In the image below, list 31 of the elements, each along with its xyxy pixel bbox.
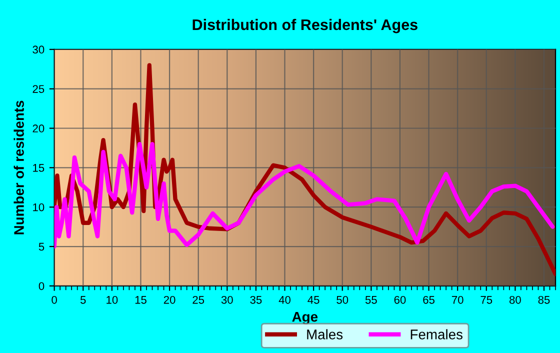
x-tick-label: 50 [336, 296, 348, 304]
x-tick-label: 30 [221, 296, 233, 304]
x-tick-label: 65 [423, 296, 434, 304]
x-tick-label: 15 [135, 296, 146, 304]
y-tick-label: 10 [33, 203, 44, 212]
x-axis-title: Age [292, 312, 318, 325]
x-tick-label: 75 [480, 296, 492, 304]
x-tick-label: 25 [192, 296, 204, 304]
y-tick-label: 20 [32, 124, 44, 132]
x-tick-label: 60 [394, 296, 406, 304]
x-tick-label: 0 [52, 296, 57, 304]
x-tick-label: 70 [452, 296, 464, 304]
line-series [54, 142, 555, 249]
chart-title: Distribution of Residents' Ages [192, 18, 418, 34]
x-tick-label: 5 [80, 296, 86, 304]
y-tick-label: 30 [32, 46, 44, 54]
y-tick-label: 5 [38, 242, 44, 251]
legend-label: Males [307, 329, 343, 340]
y-tick-label: 15 [33, 164, 44, 172]
x-tick-label: 20 [164, 296, 176, 304]
x-tick-label: 45 [308, 296, 320, 304]
x-tick-label: 55 [365, 296, 377, 304]
y-axis-title: Number of residents [14, 100, 24, 234]
y-tick-label: 0 [38, 282, 44, 290]
y-tick-label: 25 [32, 85, 44, 93]
x-tick-label: 85 [538, 296, 550, 304]
x-tick-label: 80 [509, 296, 521, 304]
x-tick-label: 10 [106, 296, 118, 304]
x-tick-label: 35 [250, 296, 262, 304]
legend-label: Females [410, 329, 462, 340]
x-tick-label: 40 [278, 296, 290, 304]
